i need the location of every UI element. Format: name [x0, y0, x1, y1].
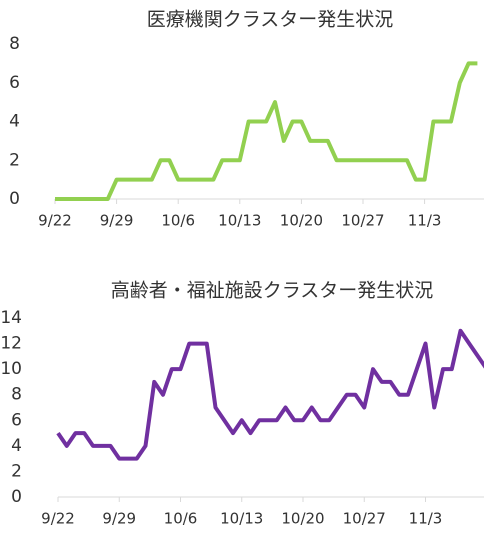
x-tick-label: 11/3: [408, 212, 442, 230]
y-tick-label: 14: [0, 308, 22, 328]
x-tick-label: 10/13: [218, 212, 261, 230]
x-tick-label: 10/20: [280, 212, 323, 230]
y-tick-label: 10: [0, 359, 22, 379]
chart-title: 高齢者・福祉施設クラスター発生状況: [111, 280, 434, 302]
y-tick-label: 12: [0, 334, 22, 354]
y-tick-label: 4: [11, 436, 22, 456]
x-tick-label: 11/3: [409, 510, 443, 528]
y-tick-label: 6: [11, 410, 22, 430]
x-tick-label: 10/6: [161, 212, 195, 230]
y-tick-label: 2: [11, 461, 22, 481]
y-tick-label: 8: [11, 385, 22, 405]
y-tick-label: 0: [11, 487, 22, 507]
series-line: [55, 61, 478, 201]
x-tick-label: 9/22: [38, 212, 72, 230]
y-tick-label: 0: [9, 189, 20, 209]
y-tick-label: 4: [9, 112, 20, 132]
y-tick-label: 8: [9, 34, 20, 54]
series-line: [56, 328, 484, 461]
x-tick-label: 9/29: [102, 510, 136, 528]
y-tick-label: 6: [9, 73, 20, 93]
x-tick-label: 9/29: [100, 212, 134, 230]
x-tick-label: 9/22: [41, 510, 75, 528]
x-tick-label: 10/27: [343, 510, 386, 528]
x-tick-label: 10/27: [341, 212, 384, 230]
x-tick-label: 10/13: [220, 510, 263, 528]
x-tick-label: 10/20: [281, 510, 324, 528]
chart-title: 医療機関クラスター発生状況: [147, 9, 394, 31]
y-tick-label: 2: [9, 150, 20, 170]
x-tick-label: 10/6: [164, 510, 198, 528]
